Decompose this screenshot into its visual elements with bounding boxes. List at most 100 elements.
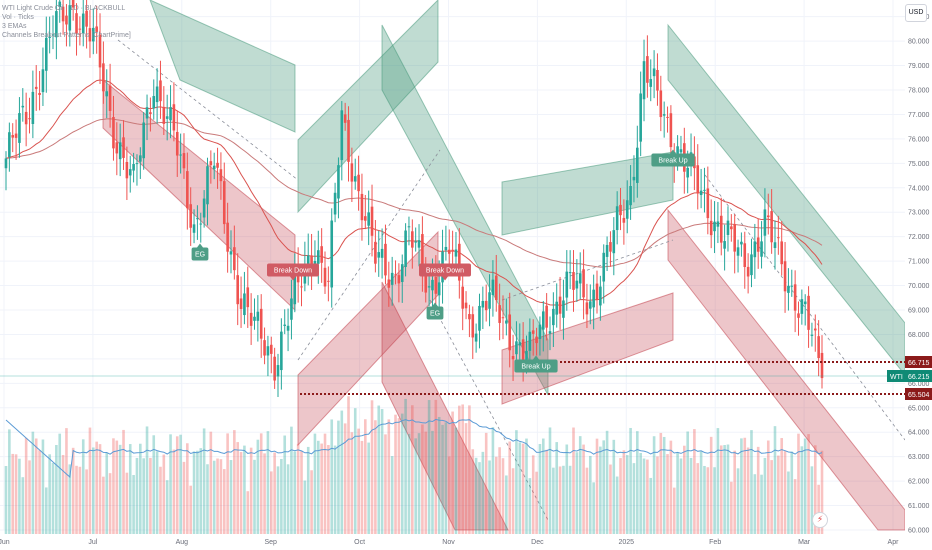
legend-ema[interactable]: 3 EMAs [2, 23, 27, 30]
volume-bar [656, 456, 659, 534]
volume-bar [88, 427, 92, 534]
volume-bar [820, 450, 824, 534]
candle-body [125, 161, 129, 179]
volume-bar [740, 438, 743, 534]
candle-body [95, 26, 98, 32]
candle-body [676, 146, 679, 156]
lightning-icon[interactable]: ⚡ [812, 512, 828, 528]
volume-bar [300, 450, 303, 534]
price-tick-label: 63.000 [908, 454, 930, 461]
candle-body [481, 300, 485, 308]
candle-body [316, 250, 320, 264]
volume-bar [222, 469, 226, 534]
volume-bar [115, 440, 119, 534]
candle-body [34, 86, 38, 89]
volume-bar [340, 410, 344, 534]
volume-bar [350, 432, 354, 534]
volume-bar [327, 445, 330, 534]
candle-body [253, 316, 256, 321]
price-tick-label: 62.000 [908, 479, 930, 486]
volume-bar [659, 432, 663, 534]
marker-break-up: Break Up [651, 149, 695, 167]
candle-body [625, 200, 629, 219]
volume-moving-average [5, 418, 823, 478]
volume-bar [390, 456, 394, 534]
candle-body [246, 287, 250, 308]
volume-bar [649, 477, 653, 534]
candle-body [61, 6, 65, 22]
candle-body [541, 311, 545, 330]
candle-body [18, 113, 21, 143]
projection-line [297, 149, 441, 361]
chart-legend[interactable]: WTI Light Crude Oil · 1D · BLACKBULL Vol… [2, 4, 131, 40]
candle-body [740, 241, 743, 245]
volume-bar [525, 438, 528, 534]
candle-body [71, 0, 75, 8]
time-axis[interactable]: Jun Jul Aug Sep Oct Nov Dec 2025 Feb Mar Apr [0, 534, 932, 550]
candle-body [719, 215, 723, 243]
marker-box [426, 306, 444, 320]
volume-bar [595, 438, 599, 534]
price-tick-label: 66.000 [908, 381, 930, 388]
volume-bar [98, 444, 102, 534]
volume-bar [48, 454, 51, 534]
time-tick-label: Jun [0, 539, 10, 546]
volume-bar [689, 457, 693, 534]
volume-bar [605, 430, 609, 534]
candle-body [770, 211, 773, 243]
candle-body [149, 112, 152, 115]
candle-body [558, 296, 562, 314]
volume-bar [619, 458, 622, 534]
candle-body [461, 286, 464, 309]
candle-body [515, 341, 518, 355]
volume-bar [323, 433, 327, 534]
volume-bar [498, 447, 501, 534]
volume-bar [81, 439, 85, 534]
candle-body [552, 308, 555, 326]
candle-body [51, 34, 55, 36]
candle-body [128, 169, 132, 176]
candle-body [414, 241, 417, 243]
legend-volume[interactable]: Vol · Ticks [2, 14, 34, 21]
volume-bar [102, 476, 105, 534]
candle-body [471, 314, 475, 338]
volume-bar [723, 445, 726, 534]
legend-channels[interactable]: Channels Breakout Patterns [ChartPrime] [2, 32, 131, 39]
marker-box [651, 153, 695, 167]
marker-break-up: Break Up [514, 355, 558, 373]
volume-bar [8, 429, 11, 534]
candle-body [165, 116, 169, 119]
candle-body [669, 113, 673, 148]
volume-bar [803, 438, 807, 534]
volume-bar [793, 479, 797, 534]
volume-bar [236, 442, 240, 534]
volume-bar [276, 466, 280, 534]
volume-bar [24, 437, 28, 534]
volume-bar [558, 466, 562, 534]
candle-body [578, 273, 582, 284]
volume-bar [310, 470, 313, 534]
legend-title[interactable]: WTI Light Crude Oil · 1D · BLACKBULL [2, 5, 126, 12]
candle-body [404, 230, 407, 267]
volume-bar [458, 405, 461, 534]
volume-bar [249, 447, 253, 534]
volume-bar [535, 471, 538, 534]
volume-bar [182, 461, 186, 534]
marker-break-down: Break Down [267, 263, 319, 281]
volume-bar [269, 471, 273, 534]
currency-button[interactable]: USD [905, 4, 927, 22]
volume-bar [773, 426, 777, 534]
volume-bar [347, 396, 350, 534]
candle-body [236, 275, 240, 305]
candle-body [407, 226, 411, 228]
candle-body [286, 325, 290, 331]
volume-bar [780, 438, 784, 534]
symbol-tag-text: WTI [890, 374, 903, 381]
time-tick-label: Jul [88, 539, 97, 546]
volume-bar [531, 455, 535, 534]
price-axis[interactable]: 81.00080.00079.00078.00077.00076.00075.0… [905, 0, 932, 535]
marker-box [514, 359, 558, 373]
candle-body [753, 241, 757, 258]
candle-body [478, 305, 481, 331]
